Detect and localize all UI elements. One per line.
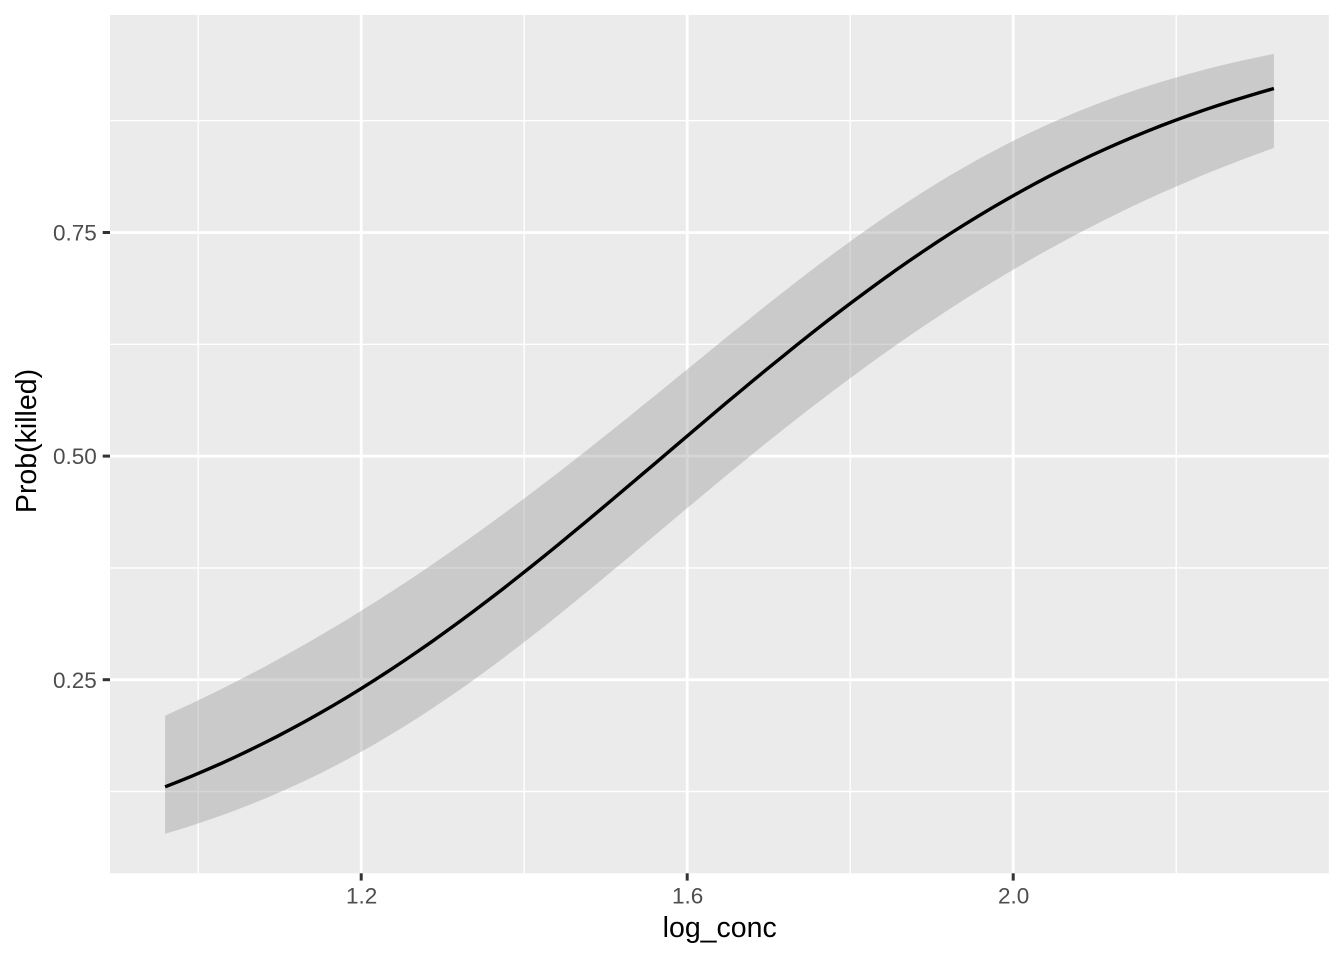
svg-text:log_conc: log_conc	[663, 912, 777, 944]
svg-text:0.25: 0.25	[53, 668, 97, 693]
svg-text:0.50: 0.50	[53, 444, 97, 469]
svg-text:Prob(killed): Prob(killed)	[11, 369, 43, 513]
svg-text:1.2: 1.2	[346, 884, 377, 909]
svg-text:2.0: 2.0	[998, 884, 1029, 909]
svg-text:0.75: 0.75	[53, 221, 97, 246]
svg-text:1.6: 1.6	[672, 884, 703, 909]
